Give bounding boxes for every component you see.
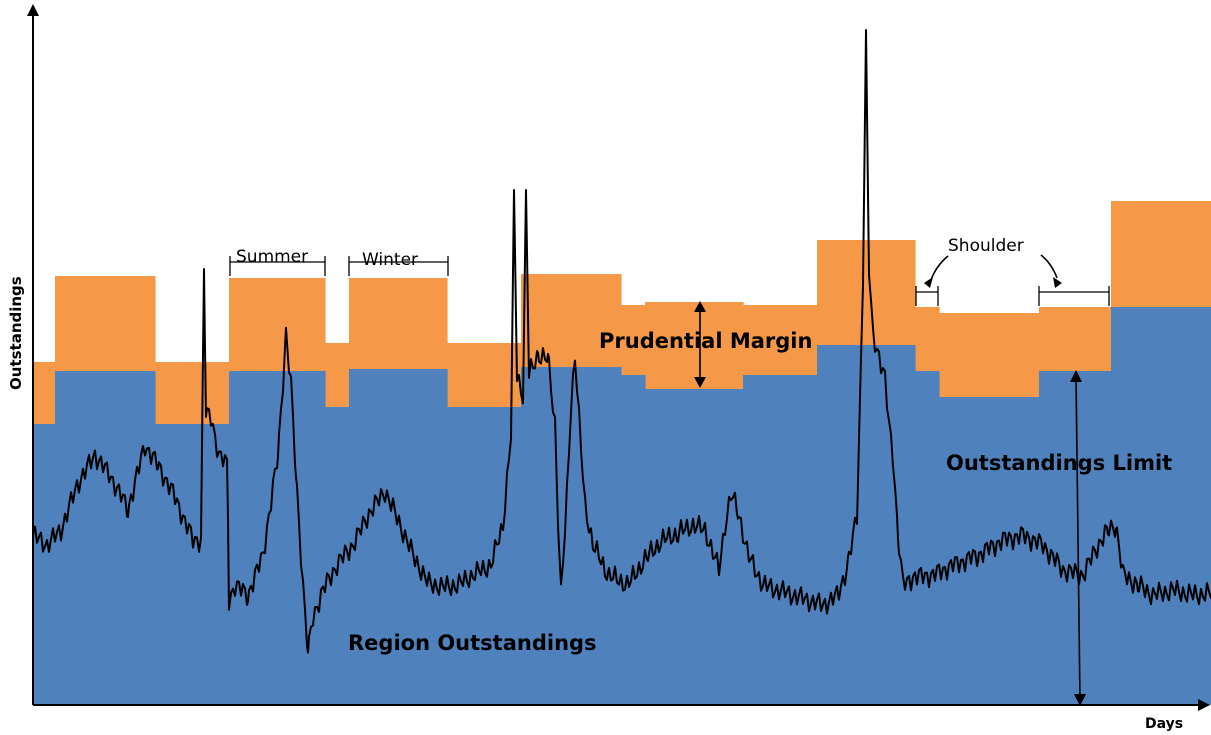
limit-step-12 (915, 371, 940, 705)
annotation-prudential-margin: Prudential Margin (599, 329, 812, 353)
limit-area-group (33, 307, 1211, 705)
limit-step-5 (349, 369, 448, 705)
x-axis-arrowhead (1198, 699, 1210, 711)
y-axis-arrowhead (27, 4, 39, 16)
limit-step-8 (621, 375, 646, 705)
region-outstandings-line-group (32, 29, 1211, 654)
arrowheads (694, 277, 1086, 706)
shoulder-arrow-left (930, 255, 949, 281)
limit-step-15 (1111, 307, 1211, 705)
outstandings-limit-arrow (1075, 374, 1081, 703)
limit-step-11 (817, 345, 916, 705)
annotation-outstandings-limit: Outstandings Limit (946, 451, 1172, 475)
limit-step-10 (743, 375, 818, 705)
x-axis-label: Days (1145, 716, 1183, 732)
annotation-arrows (699, 254, 1081, 703)
limit-step-1 (55, 371, 156, 705)
limit-step-2 (155, 424, 230, 705)
annotation-region-outstandings: Region Outstandings (348, 631, 597, 655)
limit-step-14 (1039, 371, 1112, 705)
limit-step-4 (325, 407, 350, 705)
season-brackets (229, 256, 1110, 306)
season-label-winter: Winter (362, 250, 418, 270)
limit-step-0 (33, 424, 56, 705)
axes (27, 4, 1210, 711)
shoulder-arrow-right (1040, 254, 1058, 279)
limit-step-3 (229, 371, 326, 705)
season-label-summer: Summer (236, 247, 308, 267)
season-label-shoulder: Shoulder (948, 236, 1024, 256)
y-axis-label: Outstandings (7, 276, 25, 390)
region-outstandings-line (32, 29, 1211, 654)
